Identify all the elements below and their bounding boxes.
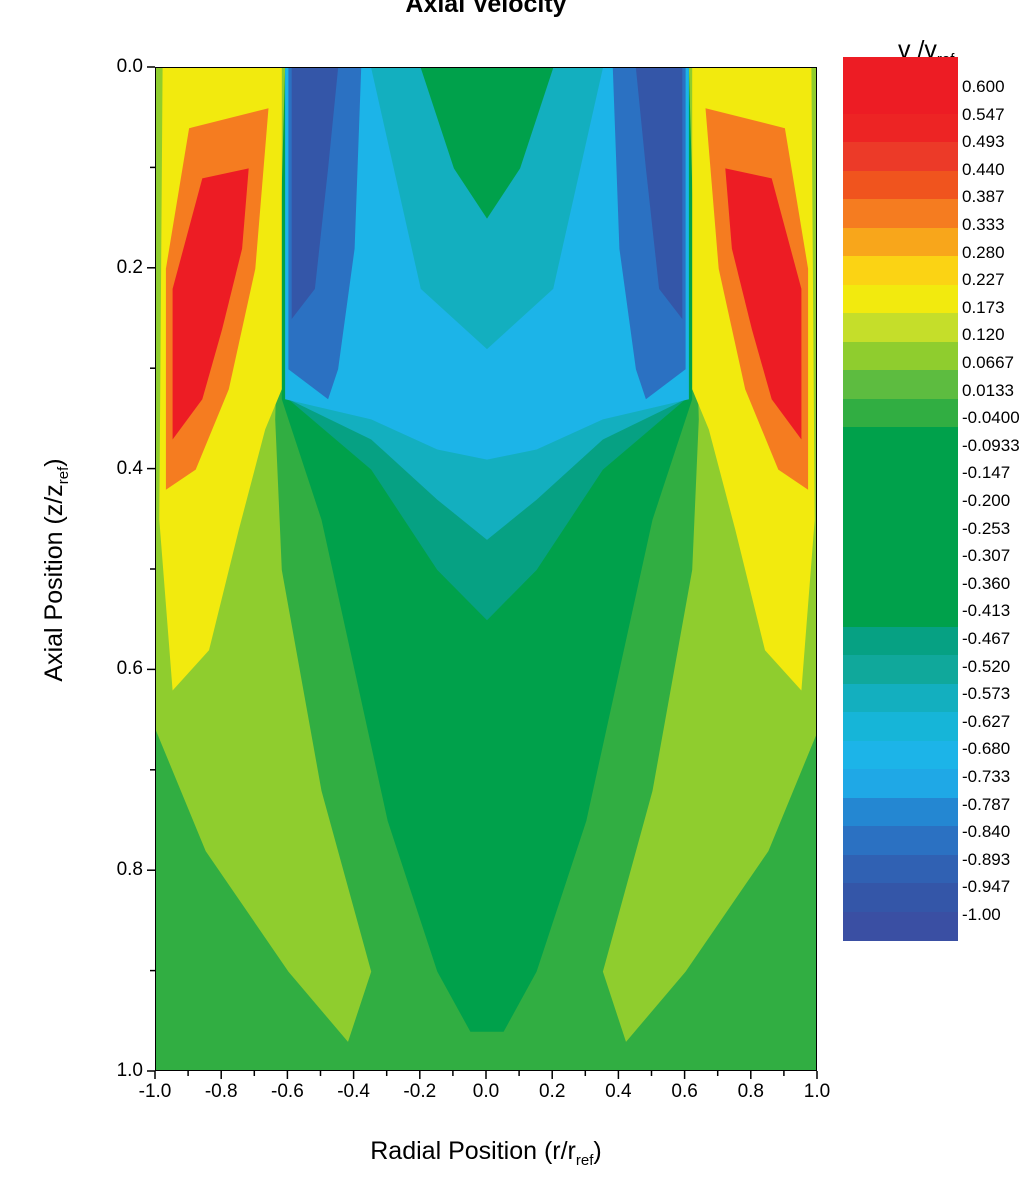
x-tick-label: -0.2 [403, 1081, 437, 1102]
legend-level-label: -0.413 [962, 601, 1011, 621]
legend-swatch [843, 512, 958, 542]
legend-swatch [843, 57, 958, 87]
legend-level-label: -0.627 [962, 711, 1011, 731]
legend-level-label: 0.0667 [962, 353, 1014, 372]
y-tick-label: 0.8 [116, 859, 143, 881]
legend-level-label: 0.173 [962, 297, 1005, 317]
jet-region-red [172, 168, 249, 440]
velocity-contour-field [156, 68, 816, 1070]
recirc-deep-lobe [635, 68, 683, 319]
legend-level-label: -0.200 [962, 491, 1011, 510]
y-tick-label: 0.0 [116, 56, 143, 77]
legend-level-label: -1.00 [962, 905, 1001, 924]
x-tick-label: -0.6 [271, 1081, 304, 1102]
legend-level-label: -0.253 [962, 518, 1011, 538]
legend-swatch [843, 398, 958, 428]
legend-swatch [843, 284, 958, 314]
legend-level-label: -0.947 [962, 877, 1011, 897]
legend-swatch [843, 569, 958, 599]
legend-level-label: -0.787 [962, 794, 1011, 814]
legend-level-label: -0.573 [962, 684, 1011, 704]
legend-level-label: -0.0933 [962, 435, 1020, 455]
legend-swatch [843, 826, 958, 856]
legend-swatch [843, 455, 958, 485]
legend-level-label: -0.893 [962, 849, 1011, 869]
legend-swatch [843, 712, 958, 742]
x-tick-label: -1.0 [138, 1081, 172, 1102]
legend-swatch [843, 740, 958, 770]
legend-swatch [843, 113, 958, 144]
legend-level-label: -0.467 [962, 629, 1011, 648]
recirc-inner-green [420, 68, 554, 219]
legend-level-label: 0.440 [962, 159, 1005, 179]
legend-level-label: -0.147 [962, 463, 1011, 483]
x-axis-title: Radial Position (r/rref) [370, 1137, 602, 1169]
y-axis-title: Axial Position (z/zref) [40, 458, 72, 682]
legend-level-label: 0.227 [962, 270, 1005, 290]
legend-level-label: -0.680 [962, 739, 1011, 759]
chart-title: Axial Velocity [405, 0, 567, 18]
legend-swatch [843, 170, 958, 200]
y-tick-label: 0.4 [116, 457, 143, 479]
legend-swatch [843, 626, 958, 656]
legend-swatch [843, 769, 958, 799]
x-tick-label: 0.2 [538, 1081, 566, 1102]
x-tick-label: -0.4 [337, 1081, 370, 1102]
legend-level-label: 0.280 [962, 242, 1005, 262]
legend-level-label: -0.840 [962, 822, 1011, 842]
legend-swatch [843, 797, 958, 827]
legend-level-label: 0.387 [962, 187, 1005, 207]
legend-swatch [843, 256, 958, 286]
color-legend-bar [843, 57, 958, 941]
legend-swatch [843, 227, 958, 257]
legend-level-label: 0.0133 [962, 380, 1014, 400]
legend-level-label: 0.600 [962, 77, 1005, 96]
x-tick-label: 0.0 [472, 1081, 500, 1102]
legend-swatch [843, 313, 958, 343]
x-tick-label: 0.6 [671, 1081, 698, 1102]
y-tick-label: 1.0 [116, 1060, 143, 1081]
legend-swatch [843, 598, 958, 628]
legend-swatch [843, 341, 958, 371]
legend-level-label: -0.0400 [962, 408, 1020, 428]
legend-level-label: 0.493 [962, 132, 1005, 152]
legend-level-label: 0.547 [962, 104, 1005, 124]
legend-swatch [843, 484, 958, 514]
legend-swatch [843, 541, 958, 571]
legend-swatch [843, 199, 958, 229]
legend-swatch [843, 655, 958, 685]
x-tick-label: -0.8 [204, 1081, 238, 1102]
legend-level-label: -0.520 [962, 656, 1011, 676]
x-tick-label: 1.0 [803, 1081, 831, 1102]
legend-swatch [843, 370, 958, 400]
legend-swatch [843, 427, 958, 457]
recirc-deep-lobe [291, 68, 339, 319]
jet-region-red [725, 168, 802, 440]
legend-level-label: 0.333 [962, 215, 1005, 234]
y-tick-label: 0.6 [116, 658, 143, 680]
legend-swatch [843, 883, 958, 913]
legend-swatch [843, 854, 958, 884]
y-tick-label: 0.2 [116, 256, 143, 278]
legend-level-label: -0.307 [962, 546, 1011, 566]
legend-level-label: -0.360 [962, 573, 1011, 593]
x-tick-label: 0.8 [737, 1081, 765, 1102]
legend-swatch [843, 911, 958, 941]
legend-level-label: -0.733 [962, 767, 1011, 786]
legend-swatch [843, 142, 958, 172]
legend-swatch [843, 683, 958, 713]
x-tick-label: 0.4 [605, 1081, 632, 1102]
legend-level-label: 0.120 [962, 325, 1005, 345]
legend-swatch [843, 85, 958, 115]
contour-plot-area [155, 67, 817, 1071]
